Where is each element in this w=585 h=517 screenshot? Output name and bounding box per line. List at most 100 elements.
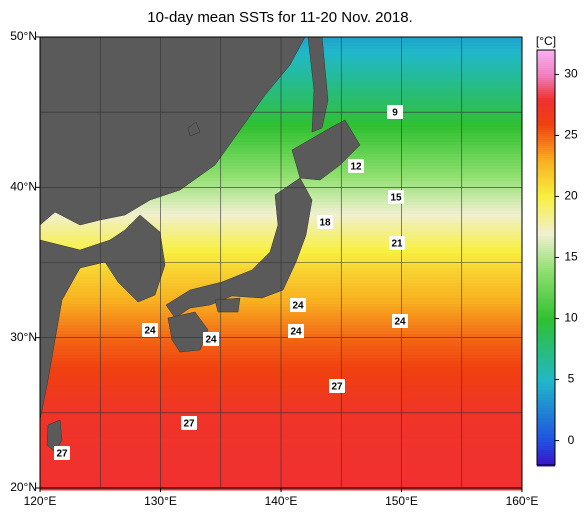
colorbar-swatch [537,124,555,127]
colorbar-swatch [537,98,555,101]
colorbar-swatch [537,84,555,87]
contour-label-bg [290,298,306,312]
colorbar-swatch [537,218,555,221]
colorbar-swatch [537,66,555,69]
contour-label: 24 [292,301,304,312]
colorbar-swatch [537,148,555,151]
colorbar-swatch [537,182,555,185]
colorbar-swatch [537,414,555,417]
colorbar-unit: [°C] [536,34,556,48]
colorbar-swatch [537,246,555,249]
colorbar-swatch [537,198,555,201]
colorbar-swatch [537,242,555,245]
contour-label: 18 [319,218,331,229]
colorbar-swatch [537,456,555,459]
colorbar-swatch [537,338,555,341]
colorbar-swatch [537,272,555,275]
colorbar-swatch [537,70,555,73]
colorbar-swatch [537,260,555,263]
colorbar-swatch [537,116,555,119]
lon-tick-label: 130°E [144,494,177,508]
colorbar-swatch [537,180,555,183]
colorbar-tick-label: 10 [564,311,578,325]
colorbar-swatch [537,174,555,177]
colorbar-swatch [537,248,555,251]
colorbar-swatch [537,364,555,367]
colorbar-swatch [537,134,555,137]
colorbar-swatch [537,386,555,389]
colorbar-swatch [537,164,555,167]
colorbar-swatch [537,256,555,259]
colorbar-swatch [537,302,555,305]
colorbar-swatch [537,268,555,271]
colorbar-swatch [537,398,555,401]
colorbar-swatch [537,122,555,125]
lon-tick-label: 150°E [385,494,418,508]
contour-label-bg [54,446,70,460]
colorbar-swatch [537,352,555,355]
colorbar-swatch [537,406,555,409]
colorbar-swatch [537,428,555,431]
colorbar-swatch [537,130,555,133]
contour-label: 24 [394,317,406,328]
colorbar-swatch [537,266,555,269]
colorbar-swatch [537,190,555,193]
colorbar-swatch [537,296,555,299]
lat-tick-label: 50°N [10,29,37,43]
colorbar-swatch [537,384,555,387]
title: 10-day mean SSTs for 11-20 Nov. 2018. [147,9,412,26]
colorbar-swatch [537,436,555,439]
colorbar-swatch [537,350,555,353]
colorbar-swatch [537,178,555,181]
colorbar-swatch [537,222,555,225]
colorbar-swatch [537,156,555,159]
contour-label-bg [387,105,403,119]
colorbar-swatch [537,276,555,279]
colorbar-swatch [537,462,555,465]
colorbar-swatch [537,404,555,407]
colorbar-swatch [537,388,555,391]
colorbar-swatch [537,188,555,191]
colorbar-swatch [537,342,555,345]
colorbar-swatch [537,104,555,107]
contour-label-bg [329,379,345,393]
colorbar-swatch [537,330,555,333]
contour-label: 27 [183,419,195,430]
contour-label: 24 [144,326,156,337]
colorbar-swatch [537,258,555,261]
colorbar-swatch [537,88,555,91]
colorbar-swatch [537,236,555,239]
colorbar-swatch [537,234,555,237]
contour-label-bg [392,314,408,328]
contour-label-bg [389,236,405,250]
colorbar-swatch [537,106,555,109]
contour-label: 15 [390,193,402,204]
map-frame [39,36,523,489]
colorbar-swatch [537,220,555,223]
colorbar-swatch [537,378,555,381]
colorbar-swatch [537,136,555,139]
colorbar-swatch [537,72,555,75]
colorbar-swatch [537,112,555,115]
colorbar-swatch [537,226,555,229]
colorbar-swatch [537,64,555,67]
colorbar-swatch [537,204,555,207]
colorbar-swatch [537,344,555,347]
colorbar-swatch [537,370,555,373]
colorbar-swatch [537,392,555,395]
lat-tick-label: 40°N [10,180,37,194]
colorbar-swatch [537,418,555,421]
colorbar-swatch [537,432,555,435]
colorbar-tick-label: 0 [568,433,575,447]
colorbar-swatch [537,110,555,113]
colorbar-swatch [537,438,555,441]
colorbar-swatch [537,376,555,379]
colorbar-swatch [537,282,555,285]
colorbar-swatch [537,294,555,297]
colorbar-swatch [537,396,555,399]
colorbar-swatch [537,326,555,329]
colorbar-swatch [537,50,555,53]
colorbar-swatch [537,402,555,405]
colorbar-swatch [537,140,555,143]
colorbar-swatch [537,354,555,357]
